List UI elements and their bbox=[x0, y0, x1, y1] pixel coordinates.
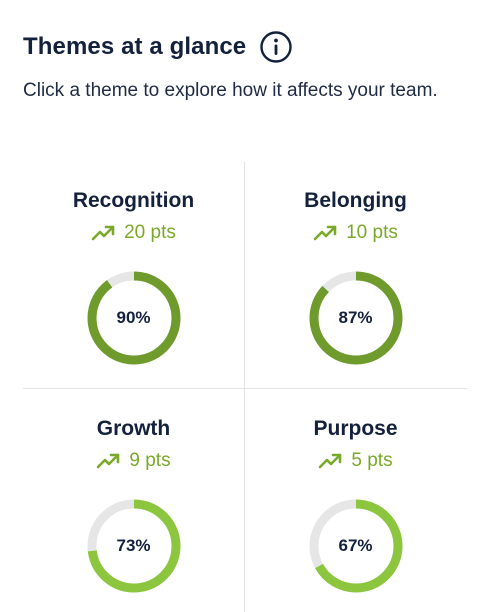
theme-card-belonging[interactable]: Belonging 10 pts 87% bbox=[245, 186, 466, 366]
theme-change-value: 20 pts bbox=[124, 222, 176, 243]
title-row: Themes at a glance bbox=[23, 28, 473, 66]
theme-name: Recognition bbox=[72, 189, 195, 212]
theme-change: 9 pts bbox=[23, 448, 244, 474]
progress-percent: 73% bbox=[116, 536, 151, 555]
trending-up-icon bbox=[96, 452, 122, 470]
progress-percent: 90% bbox=[116, 308, 151, 327]
theme-change-value: 5 pts bbox=[351, 450, 393, 471]
trending-up-icon bbox=[313, 224, 339, 242]
info-icon[interactable] bbox=[259, 30, 293, 64]
theme-change: 20 pts bbox=[23, 220, 244, 246]
progress-ring: 67% bbox=[308, 498, 404, 594]
grid-divider-vertical bbox=[244, 162, 245, 612]
themes-grid: Recognition 20 pts 90% Belonging 10 pts bbox=[23, 162, 467, 612]
theme-name: Growth bbox=[96, 417, 171, 440]
theme-name: Purpose bbox=[313, 417, 398, 440]
theme-change-value: 9 pts bbox=[129, 450, 171, 471]
themes-header: Themes at a glance Click a theme to expl… bbox=[23, 28, 473, 105]
theme-change: 10 pts bbox=[245, 220, 466, 246]
progress-ring: 73% bbox=[86, 498, 182, 594]
page-title: Themes at a glance bbox=[23, 33, 247, 60]
page-subtitle: Click a theme to explore how it affects … bbox=[23, 80, 438, 101]
theme-card-recognition[interactable]: Recognition 20 pts 90% bbox=[23, 186, 244, 366]
theme-card-purpose[interactable]: Purpose 5 pts 67% bbox=[245, 414, 466, 594]
theme-name: Belonging bbox=[304, 189, 407, 212]
theme-change-value: 10 pts bbox=[346, 222, 398, 243]
trending-up-icon bbox=[318, 452, 344, 470]
theme-change: 5 pts bbox=[245, 448, 466, 474]
progress-percent: 67% bbox=[338, 536, 373, 555]
grid-divider-horizontal bbox=[23, 388, 467, 389]
progress-percent: 87% bbox=[338, 308, 373, 327]
progress-ring: 90% bbox=[86, 270, 182, 366]
progress-ring: 87% bbox=[308, 270, 404, 366]
theme-card-growth[interactable]: Growth 9 pts 73% bbox=[23, 414, 244, 594]
trending-up-icon bbox=[91, 224, 117, 242]
